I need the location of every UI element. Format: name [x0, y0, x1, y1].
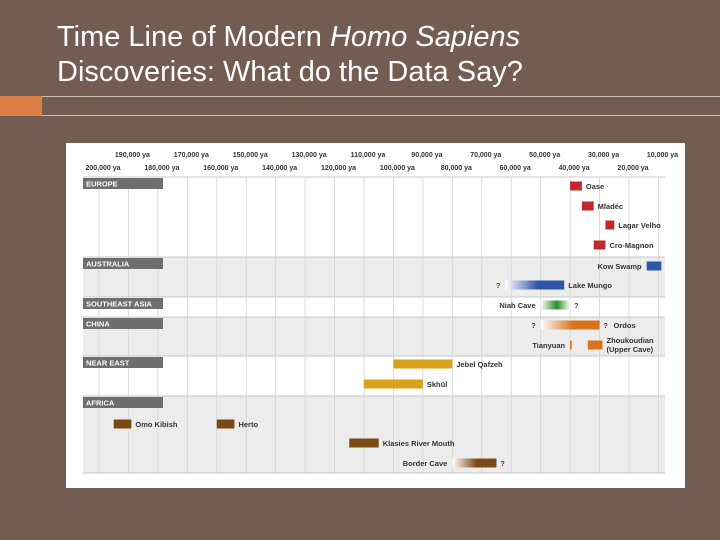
region-label: AUSTRALIA — [86, 260, 130, 269]
site-label: Ordos — [614, 321, 636, 330]
region-label: SOUTHEAST ASIA — [86, 300, 153, 309]
bottom-tick-label: 80,000 ya — [441, 165, 472, 172]
region-band — [83, 396, 665, 473]
top-tick-label: 50,000 ya — [529, 152, 560, 159]
region-label: CHINA — [86, 320, 110, 329]
site-label: Tianyuan — [532, 341, 565, 350]
site-bar — [570, 181, 582, 191]
uncertain-marker: ? — [496, 283, 500, 290]
top-tick-label: 90,000 ya — [411, 152, 442, 159]
region-label-tab — [83, 397, 163, 408]
site-bar — [216, 419, 235, 429]
site-bar — [570, 340, 572, 350]
title-line-2: Discoveries: What do the Data Say? — [57, 56, 523, 88]
site-label: Omo Kibish — [135, 420, 178, 429]
top-tick-label: 150,000 ya — [233, 152, 268, 159]
site-bar — [540, 300, 571, 310]
site-bar — [593, 240, 606, 250]
bottom-tick-label: 120,000 ya — [321, 165, 356, 172]
divider-bar — [42, 96, 720, 116]
top-tick-label: 130,000 ya — [292, 152, 327, 159]
region-label-tab — [83, 318, 163, 329]
title-line-1: Time Line of Modern Homo Sapiens — [57, 20, 523, 55]
site-label: Mladéc — [598, 202, 623, 211]
uncertain-marker: ? — [604, 323, 608, 330]
top-tick-label: 70,000 ya — [470, 152, 501, 159]
site-label: Zhoukoudian — [607, 336, 654, 345]
site-label: Lagar Velho — [618, 221, 661, 230]
region-band — [83, 257, 665, 297]
region-label: AFRICA — [86, 399, 115, 408]
site-label: Cro-Magnon — [609, 241, 654, 250]
timeline-figure: 190,000 ya 170,000 ya 150,000 ya 130,000 ya… — [66, 143, 685, 488]
region-label: NEAR EAST — [86, 359, 130, 368]
top-tick-label: 10,000 ya — [647, 152, 678, 159]
uncertain-marker: ? — [574, 303, 578, 310]
bottom-tick-label: 180,000 ya — [144, 165, 179, 172]
region-label: EUROPE — [86, 180, 118, 189]
site-label: Kow Swamp — [597, 262, 642, 271]
site-label: Skhūl — [427, 380, 447, 389]
bottom-tick-label: 20,000 ya — [617, 165, 648, 172]
site-bar — [581, 201, 594, 211]
site-bar — [113, 419, 132, 429]
top-tick-label: 170,000 ya — [174, 152, 209, 159]
site-label: Lake Mungo — [568, 281, 612, 290]
region-label-tab — [83, 178, 163, 189]
site-bar — [505, 280, 565, 290]
site-label: Border Cave — [403, 459, 448, 468]
uncertain-marker: ? — [531, 323, 535, 330]
site-bar — [605, 220, 615, 230]
site-bar — [349, 438, 379, 448]
uncertain-marker: ? — [501, 461, 505, 468]
site-bar — [587, 340, 603, 350]
accent-bar — [0, 96, 42, 116]
top-tick-label: 30,000 ya — [588, 152, 619, 159]
site-label: Niah Cave — [499, 301, 535, 310]
site-bar — [646, 261, 662, 271]
site-bar — [540, 320, 600, 330]
bottom-tick-label: 60,000 ya — [500, 165, 531, 172]
title-italic: Homo Sapiens — [329, 21, 521, 53]
region-band — [83, 356, 665, 396]
site-bar — [393, 359, 453, 369]
bottom-tick-label: 140,000 ya — [262, 165, 297, 172]
site-label: Oase — [586, 182, 604, 191]
site-bar — [364, 379, 423, 389]
site-label: (Upper Cave) — [607, 345, 654, 354]
title-text: Time Line of Modern — [57, 21, 330, 53]
site-label: Jebel Qafzeh — [456, 360, 503, 369]
region-label-tab — [83, 298, 163, 309]
region-band — [83, 177, 665, 257]
site-label: Herto — [238, 420, 258, 429]
region-label-tab — [83, 357, 163, 368]
region-label-tab — [83, 258, 163, 269]
timeline-svg: 190,000 ya 170,000 ya 150,000 ya 130,000 ya… — [83, 152, 678, 474]
region-band — [83, 297, 665, 317]
top-tick-label: 110,000 ya — [351, 152, 386, 159]
bottom-tick-label: 160,000 ya — [203, 165, 238, 172]
bottom-tick-label: 200,000 ya — [85, 165, 120, 172]
site-bar — [452, 458, 497, 468]
slide-title: Time Line of Modern Homo Sapiens Discove… — [57, 20, 523, 90]
top-tick-label: 190,000 ya — [115, 152, 150, 159]
bottom-tick-label: 100,000 ya — [380, 165, 415, 172]
bottom-tick-label: 40,000 ya — [559, 165, 590, 172]
site-label: Klasies River Mouth — [383, 439, 455, 448]
